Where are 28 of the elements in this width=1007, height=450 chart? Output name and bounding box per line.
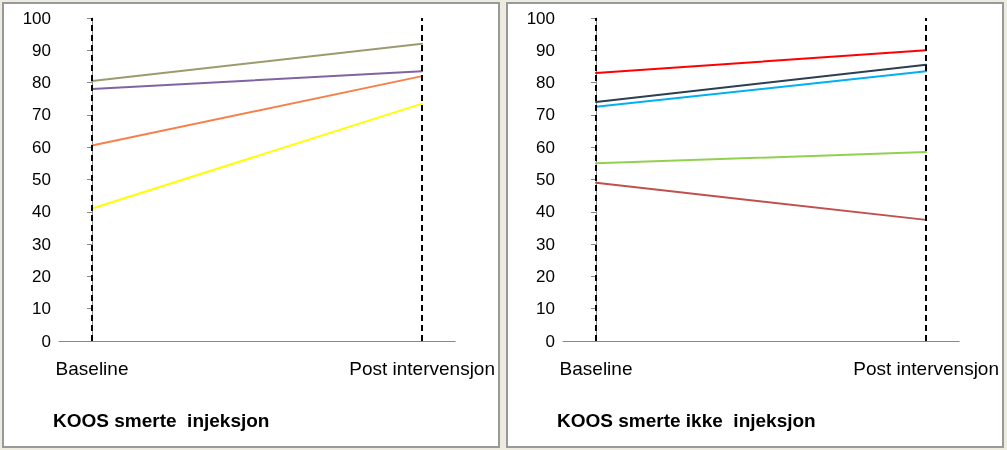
x-tick-label: Baseline bbox=[55, 358, 129, 379]
y-tick-label: 30 bbox=[536, 234, 555, 254]
x-tick-label: Post intervensjon bbox=[853, 358, 999, 379]
y-tick-label: 80 bbox=[32, 73, 51, 93]
y-tick-label: 40 bbox=[536, 202, 555, 222]
y-tick-label: 90 bbox=[536, 40, 555, 60]
y-tick-label: 20 bbox=[536, 266, 555, 286]
x-tick-label: Baseline bbox=[559, 358, 633, 379]
y-tick-label: 40 bbox=[32, 202, 51, 222]
y-tick-label: 0 bbox=[545, 331, 555, 351]
y-tick-label: 90 bbox=[32, 40, 51, 60]
x-tick-label: Post intervensjon bbox=[349, 358, 495, 379]
y-tick-label: 20 bbox=[32, 266, 51, 286]
x-axis-title: KOOS smerte injeksjon bbox=[53, 410, 270, 431]
y-tick-label: 70 bbox=[32, 105, 51, 125]
y-tick-label: 100 bbox=[22, 8, 51, 28]
y-tick-label: 30 bbox=[32, 234, 51, 254]
y-tick-label: 60 bbox=[32, 137, 51, 157]
y-tick-label: 50 bbox=[536, 170, 555, 189]
y-tick-label: 60 bbox=[536, 137, 555, 157]
y-tick-label: 10 bbox=[536, 299, 555, 319]
x-axis-title: KOOS smerte ikke injeksjon bbox=[557, 410, 816, 431]
y-tick-label: 50 bbox=[32, 170, 51, 189]
y-tick-label: 80 bbox=[536, 73, 555, 93]
y-tick-label: 10 bbox=[32, 299, 51, 319]
y-tick-label: 0 bbox=[41, 331, 51, 351]
y-tick-label: 70 bbox=[536, 105, 555, 125]
y-tick-label: 100 bbox=[526, 8, 555, 28]
